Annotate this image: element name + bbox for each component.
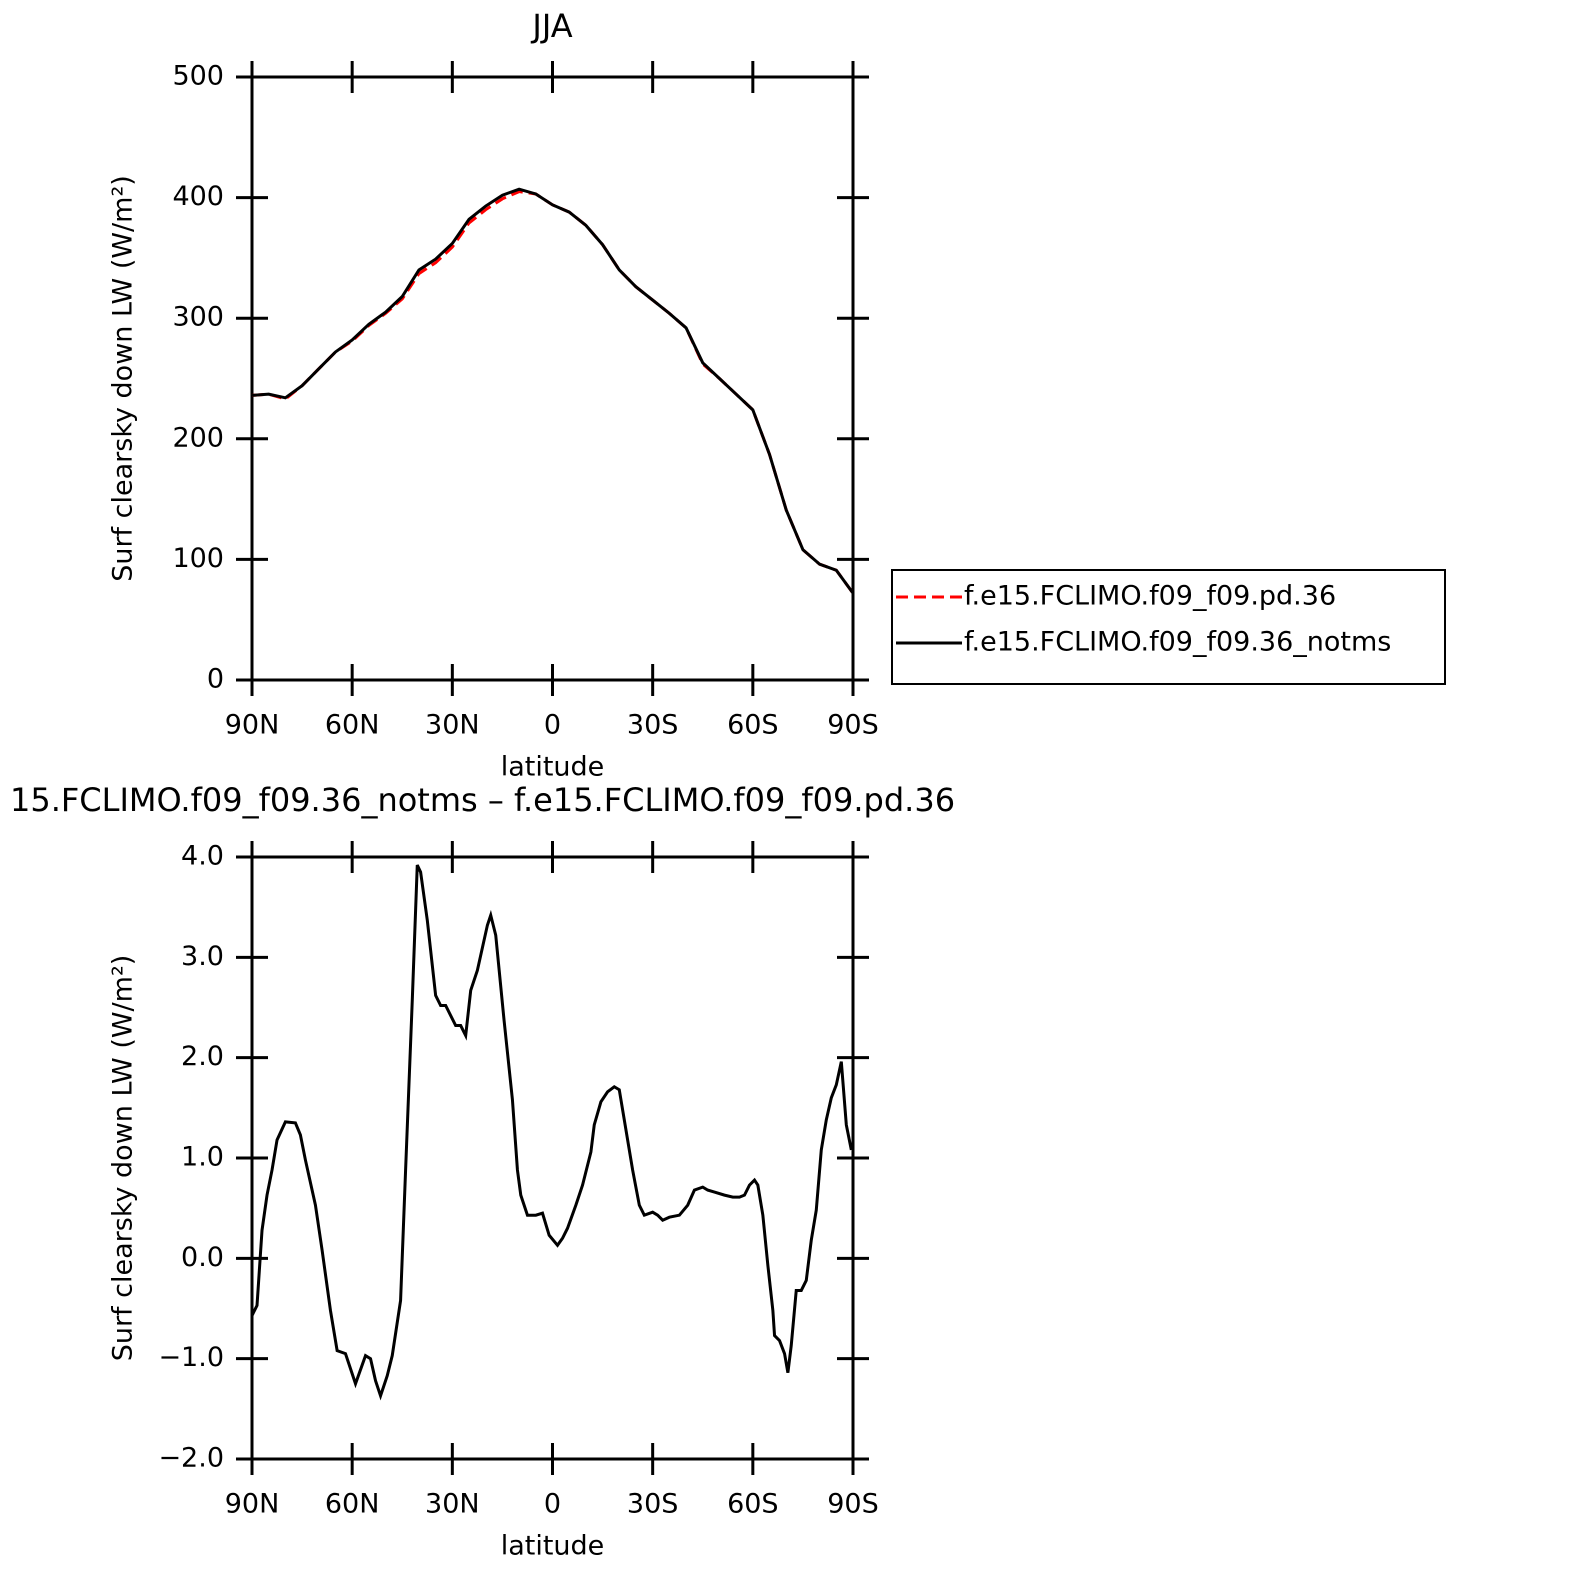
x-tick-label: 90S — [827, 710, 879, 741]
y-tick-label: 3.0 — [181, 941, 224, 972]
data-line — [251, 190, 855, 595]
y-tick-label: 200 — [172, 422, 224, 453]
legend-label: f.e15.FCLIMO.f09_f09.pd.36 — [964, 581, 1336, 612]
x-tick-label: 60S — [727, 1489, 779, 1520]
plot-frame — [250, 75, 855, 682]
data-line — [251, 187, 855, 595]
y-tick-label: 1.0 — [181, 1142, 224, 1173]
x-tick-label: 90S — [827, 1489, 879, 1520]
x-tick-label: 30N — [425, 1489, 480, 1520]
x-tick-label: 60S — [727, 710, 779, 741]
y-tick-label: 400 — [172, 181, 224, 212]
x-axis-label: latitude — [501, 752, 605, 783]
x-tick-label: 0 — [544, 710, 561, 741]
y-tick-label: −2.0 — [158, 1443, 224, 1474]
x-tick-label: 60N — [325, 1489, 380, 1520]
x-tick-label: 90N — [225, 1489, 280, 1520]
y-tick-label: 500 — [172, 61, 224, 92]
y-axis-label: Surf clearsky down LW (W/m²) — [108, 955, 139, 1362]
y-tick-label: −1.0 — [158, 1342, 224, 1373]
y-tick-label: 0.0 — [181, 1242, 224, 1273]
x-tick-label: 30S — [627, 710, 679, 741]
y-tick-label: 0 — [207, 664, 224, 695]
y-tick-label: 100 — [172, 543, 224, 574]
chart-title: JJA — [530, 7, 572, 45]
legend-box — [891, 569, 1446, 685]
x-tick-label: 90N — [225, 710, 280, 741]
x-axis-label: latitude — [501, 1531, 605, 1562]
y-axis-label: Surf clearsky down LW (W/m²) — [108, 175, 139, 582]
y-tick-label: 4.0 — [181, 841, 224, 872]
legend-label: f.e15.FCLIMO.f09_f09.36_notms — [964, 627, 1391, 658]
y-tick-label: 2.0 — [181, 1041, 224, 1072]
chart-title: 15.FCLIMO.f09_f09.36_notms – f.e15.FCLIM… — [10, 781, 955, 819]
y-tick-label: 300 — [172, 302, 224, 333]
x-tick-label: 60N — [325, 710, 380, 741]
data-line — [250, 864, 853, 1401]
x-tick-label: 30S — [627, 1489, 679, 1520]
x-tick-label: 30N — [425, 710, 480, 741]
x-tick-label: 0 — [544, 1489, 561, 1520]
plot-frame — [250, 855, 855, 1461]
